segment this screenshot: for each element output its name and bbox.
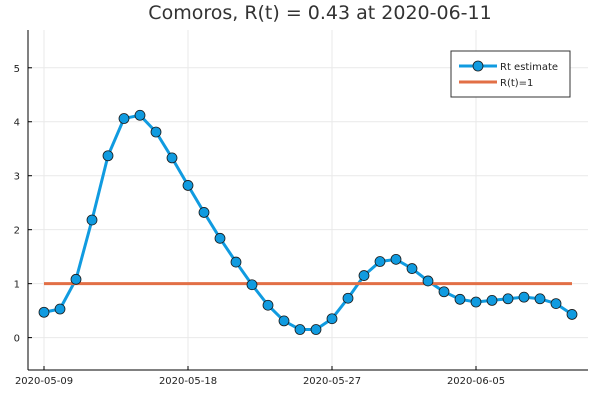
x-tick-label-1: 2020-05-18 — [159, 376, 217, 387]
rt-point-0 — [38, 306, 50, 318]
rt-point-18 — [326, 313, 338, 325]
rt-point-23 — [406, 263, 418, 274]
rt-point-2 — [70, 273, 82, 285]
rt-point-22 — [390, 253, 402, 265]
rt-point-30 — [518, 291, 530, 303]
legend-rt-marker — [472, 60, 484, 72]
rt-point-32 — [550, 298, 562, 310]
x-tick-label-2: 2020-05-27 — [303, 376, 361, 387]
rt-point-28 — [486, 294, 498, 306]
legend-ref-label: R(t)=1 — [500, 78, 533, 89]
y-tick-label-5: 5 — [14, 64, 20, 75]
rt-point-12 — [230, 256, 242, 268]
rt-point-27 — [470, 296, 482, 308]
rt-point-9 — [182, 180, 194, 191]
y-tick-label-4: 4 — [14, 118, 20, 129]
tick-labels: 2020-05-09 2020-05-18 2020-05-27 2020-06-05… — [14, 64, 505, 387]
rt-point-21 — [374, 256, 386, 267]
rt-point-8 — [166, 152, 178, 164]
series-layer — [38, 109, 578, 335]
x-tick-label-0: 2020-05-09 — [15, 376, 73, 387]
rt-estimate-line — [43, 113, 573, 332]
rt-point-16 — [294, 324, 306, 335]
rt-point-29 — [502, 293, 514, 305]
rt-point-7 — [150, 126, 162, 138]
rt-point-20 — [358, 270, 370, 281]
rt-point-31 — [534, 293, 546, 305]
rt-point-15 — [278, 315, 290, 327]
rt-point-13 — [246, 279, 258, 291]
x-tick-label-3: 2020-06-05 — [447, 376, 505, 387]
rt-point-26 — [454, 293, 466, 305]
rt-point-33 — [566, 309, 578, 320]
rt-point-25 — [438, 286, 450, 298]
chart-title: Comoros, R(t) = 0.43 at 2020-06-11 — [148, 2, 491, 24]
rt-point-19 — [342, 292, 354, 304]
y-tick-label-2: 2 — [14, 226, 20, 237]
legend-box — [450, 50, 571, 98]
rt-point-14 — [262, 299, 274, 311]
rt-point-24 — [422, 275, 434, 287]
y-tick-label-0: 0 — [14, 334, 20, 345]
rt-point-4 — [102, 150, 114, 162]
rt-point-5 — [118, 113, 130, 124]
axes — [27, 30, 588, 371]
rt-point-10 — [198, 207, 210, 218]
legend: Rt estimate R(t)=1 — [450, 50, 571, 98]
rt-point-17 — [310, 324, 322, 335]
rt-point-1 — [54, 303, 66, 315]
y-tick-label-3: 3 — [14, 172, 20, 183]
rt-point-3 — [86, 214, 98, 226]
rt-point-11 — [214, 232, 226, 244]
rt-point-6 — [134, 109, 146, 121]
legend-rt-label: Rt estimate — [500, 62, 558, 73]
y-tick-label-1: 1 — [14, 280, 20, 291]
